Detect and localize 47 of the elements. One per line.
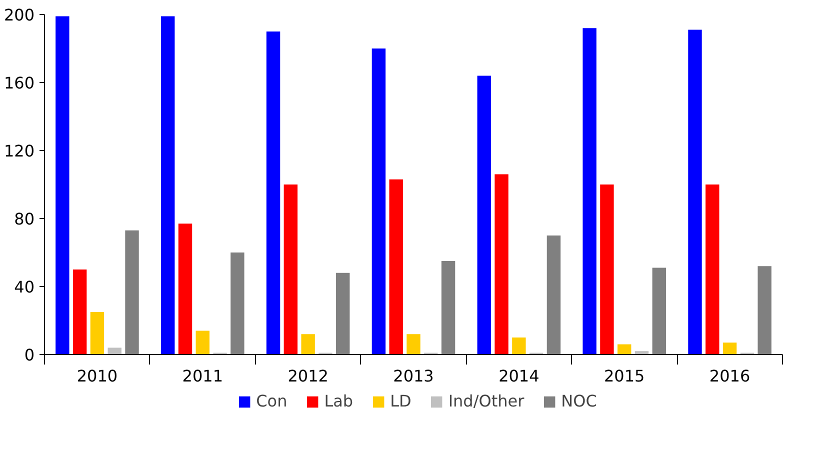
bar xyxy=(688,30,702,354)
bar xyxy=(56,16,70,354)
bar xyxy=(582,28,596,354)
bar xyxy=(494,174,508,354)
bar xyxy=(546,236,561,354)
legend-label: LD xyxy=(390,392,412,410)
bar xyxy=(372,48,386,354)
bar xyxy=(600,184,614,354)
legend-label: Lab xyxy=(324,392,354,410)
bar xyxy=(230,252,244,354)
bar xyxy=(301,334,315,354)
bar xyxy=(178,224,192,354)
bar xyxy=(125,230,139,354)
bar xyxy=(389,179,403,354)
y-tick-label: 120 xyxy=(4,142,35,160)
bar xyxy=(406,334,420,354)
bar xyxy=(72,270,87,354)
x-tick-label: 2015 xyxy=(604,366,645,386)
y-tick-label: 80 xyxy=(14,210,34,228)
bar xyxy=(652,268,666,354)
y-tick-label: 0 xyxy=(24,346,35,364)
bar xyxy=(758,266,772,354)
x-tick-label: 2011 xyxy=(182,366,223,386)
bar xyxy=(477,76,491,354)
bar xyxy=(336,272,350,354)
bar xyxy=(90,312,104,354)
x-tick-label: 2014 xyxy=(498,366,540,386)
bar xyxy=(706,184,720,354)
bar xyxy=(266,32,280,354)
x-tick-label: 2016 xyxy=(709,366,750,386)
bar xyxy=(108,348,122,354)
y-tick-label: 160 xyxy=(4,74,35,92)
y-tick-label: 40 xyxy=(14,278,34,296)
legend-label: NOC xyxy=(561,392,597,410)
bar xyxy=(284,184,298,354)
bar xyxy=(196,330,210,354)
bar xyxy=(618,344,632,354)
bar xyxy=(722,342,737,354)
bar xyxy=(441,261,456,354)
bar xyxy=(161,16,175,354)
x-tick-label: 2012 xyxy=(288,366,328,386)
bar xyxy=(512,338,526,354)
x-tick-label: 2013 xyxy=(393,366,434,386)
legend-label: Con xyxy=(256,392,288,410)
y-tick-label: 200 xyxy=(4,6,35,24)
x-tick-label: 2010 xyxy=(76,366,118,386)
legend-label: Ind/Other xyxy=(448,392,524,410)
